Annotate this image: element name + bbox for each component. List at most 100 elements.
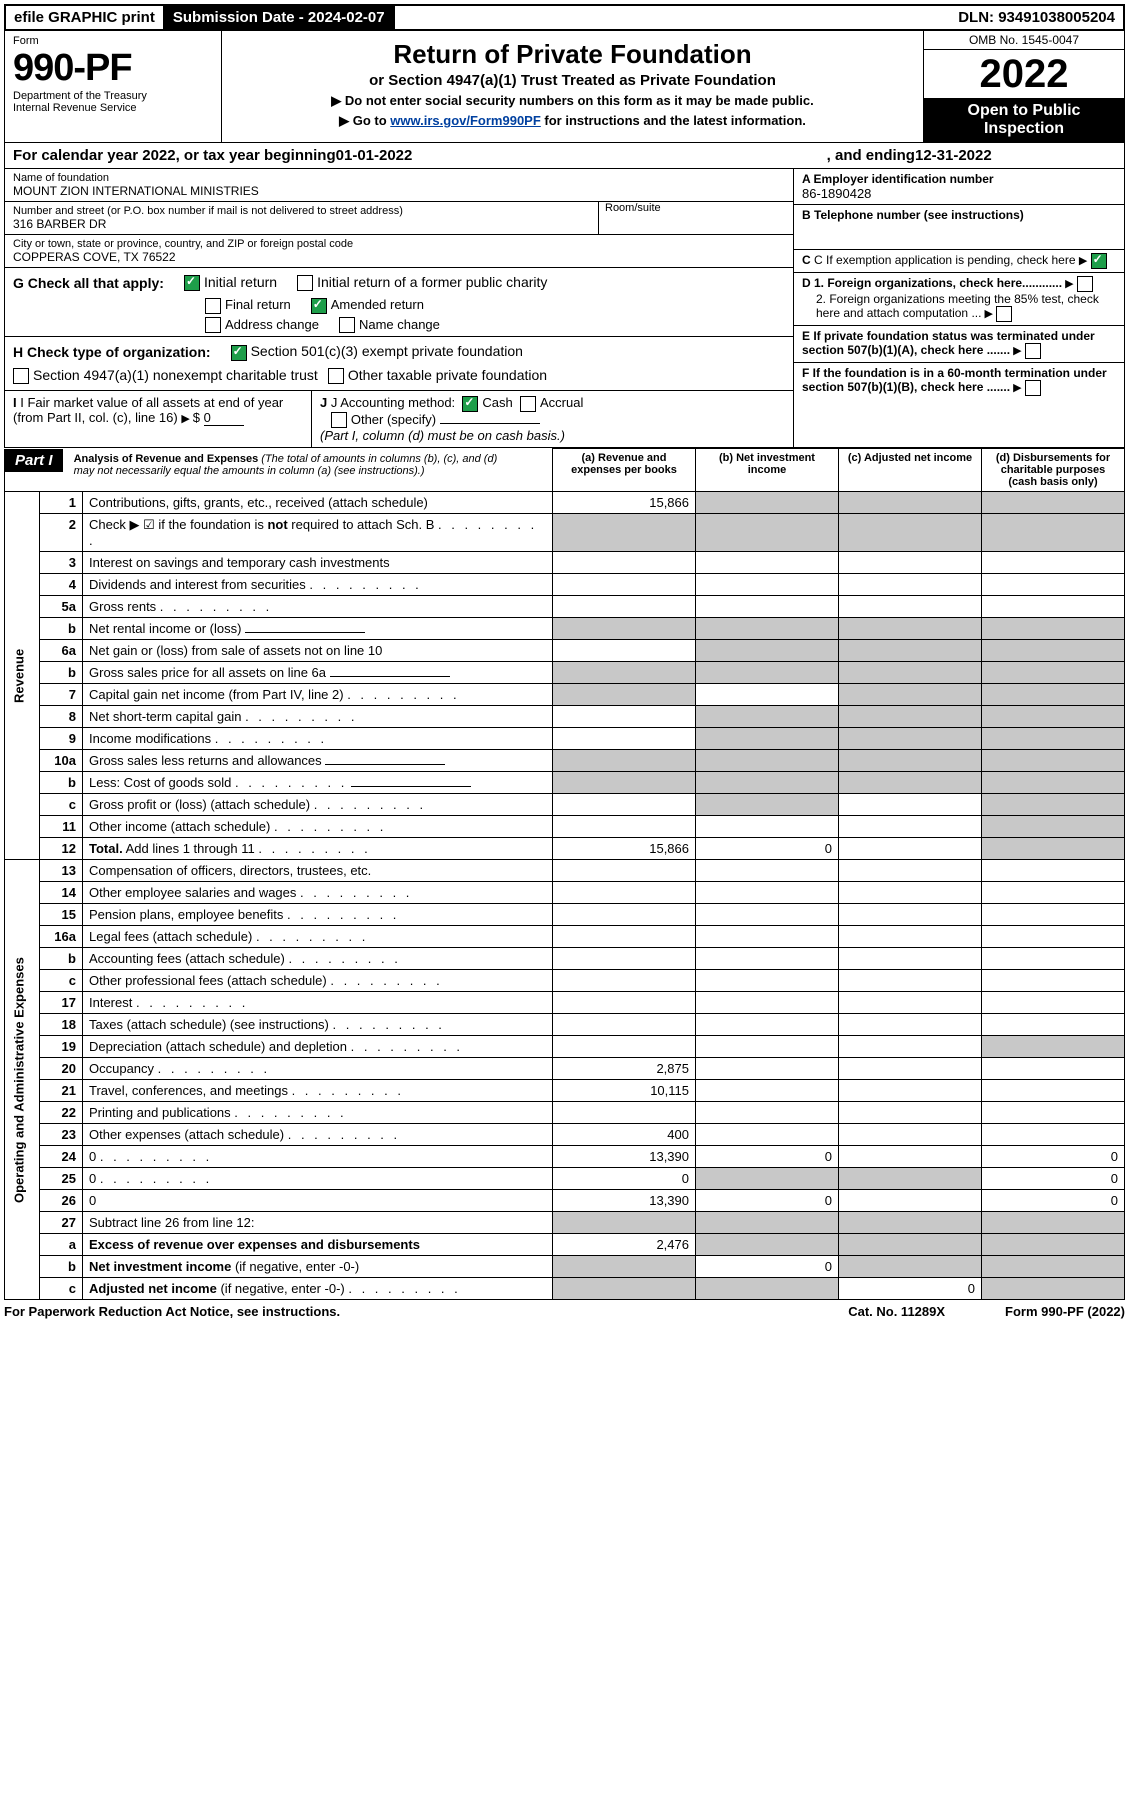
cell-b bbox=[696, 816, 839, 838]
cell-d: 0 bbox=[982, 1146, 1125, 1168]
irs-link[interactable]: www.irs.gov/Form990PF bbox=[390, 113, 541, 128]
line-desc: Adjusted net income (if negative, enter … bbox=[83, 1278, 553, 1300]
cell-c bbox=[839, 728, 982, 750]
tax-year: 2022 bbox=[924, 50, 1124, 98]
cell-c bbox=[839, 618, 982, 640]
cell-b bbox=[696, 1080, 839, 1102]
calyear-begin: 01-01-2022 bbox=[336, 147, 413, 164]
foundation-name: MOUNT ZION INTERNATIONAL MINISTRIES bbox=[13, 184, 785, 198]
e-cell: E If private foundation status was termi… bbox=[794, 326, 1124, 363]
cell-a bbox=[553, 1212, 696, 1234]
line-number: 5a bbox=[40, 596, 83, 618]
chk-final[interactable] bbox=[205, 298, 221, 314]
cell-c bbox=[839, 574, 982, 596]
cell-a: 2,476 bbox=[553, 1234, 696, 1256]
chk-d1[interactable] bbox=[1077, 276, 1093, 292]
line-desc: Interest . . . . . . . . . bbox=[83, 992, 553, 1014]
line-desc: Subtract line 26 from line 12: bbox=[83, 1212, 553, 1234]
cell-d bbox=[982, 860, 1125, 882]
col-b: (b) Net investment income bbox=[696, 449, 839, 492]
line-number: 16a bbox=[40, 926, 83, 948]
line-number: 10a bbox=[40, 750, 83, 772]
line-number: 1 bbox=[40, 492, 83, 514]
g-final: Final return bbox=[225, 297, 291, 312]
chk-cash[interactable] bbox=[462, 396, 478, 412]
cell-c bbox=[839, 514, 982, 552]
cell-b bbox=[696, 728, 839, 750]
cell-c bbox=[839, 1256, 982, 1278]
cell-d bbox=[982, 514, 1125, 552]
cell-a: 10,115 bbox=[553, 1080, 696, 1102]
city-label: City or town, state or province, country… bbox=[13, 238, 785, 250]
cell-c bbox=[839, 794, 982, 816]
table-row: 27Subtract line 26 from line 12: bbox=[5, 1212, 1125, 1234]
line-number: 21 bbox=[40, 1080, 83, 1102]
table-row: 20Occupancy . . . . . . . . .2,875 bbox=[5, 1058, 1125, 1080]
cell-a bbox=[553, 1102, 696, 1124]
cell-b bbox=[696, 552, 839, 574]
form-subtitle: or Section 4947(a)(1) Trust Treated as P… bbox=[232, 72, 913, 89]
cell-d bbox=[982, 750, 1125, 772]
table-row: 2Check ▶ ☑ if the foundation is not requ… bbox=[5, 514, 1125, 552]
addr-cell: Number and street (or P.O. box number if… bbox=[5, 202, 793, 235]
table-row: Operating and Administrative Expenses13C… bbox=[5, 860, 1125, 882]
cell-d bbox=[982, 926, 1125, 948]
cell-b bbox=[696, 514, 839, 552]
chk-accrual[interactable] bbox=[520, 396, 536, 412]
c-label: C If exemption application is pending, c… bbox=[814, 253, 1076, 267]
chk-name-change[interactable] bbox=[339, 317, 355, 333]
line-desc: Other professional fees (attach schedule… bbox=[83, 970, 553, 992]
d-cell: D 1. Foreign organizations, check here..… bbox=[794, 273, 1124, 326]
line-desc: Other employee salaries and wages . . . … bbox=[83, 882, 553, 904]
table-row: 14Other employee salaries and wages . . … bbox=[5, 882, 1125, 904]
line-desc: Legal fees (attach schedule) . . . . . .… bbox=[83, 926, 553, 948]
cell-c bbox=[839, 706, 982, 728]
table-row: 5aGross rents . . . . . . . . . bbox=[5, 596, 1125, 618]
chk-initial[interactable] bbox=[184, 275, 200, 291]
cell-b bbox=[696, 574, 839, 596]
cell-a bbox=[553, 772, 696, 794]
cell-c bbox=[839, 684, 982, 706]
chk-amended[interactable] bbox=[311, 298, 327, 314]
line-desc: Printing and publications . . . . . . . … bbox=[83, 1102, 553, 1124]
d1-label: D 1. Foreign organizations, check here..… bbox=[802, 276, 1062, 290]
revenue-side-label: Revenue bbox=[5, 492, 40, 860]
chk-other-pf[interactable] bbox=[328, 368, 344, 384]
line-desc: Income modifications . . . . . . . . . bbox=[83, 728, 553, 750]
note-link: ▶ Go to www.irs.gov/Form990PF for instru… bbox=[232, 113, 913, 129]
efile-label: efile GRAPHIC print bbox=[6, 6, 165, 29]
cell-c bbox=[839, 1014, 982, 1036]
expenses-side-label: Operating and Administrative Expenses bbox=[5, 860, 40, 1300]
name-cell: Name of foundation MOUNT ZION INTERNATIO… bbox=[5, 169, 793, 202]
cell-d bbox=[982, 552, 1125, 574]
cell-c bbox=[839, 948, 982, 970]
cat-no: Cat. No. 11289X bbox=[848, 1304, 945, 1319]
line-desc: 0 . . . . . . . . . bbox=[83, 1168, 553, 1190]
line-desc: Check ▶ ☑ if the foundation is not requi… bbox=[83, 514, 553, 552]
line-number: 25 bbox=[40, 1168, 83, 1190]
line-desc: Interest on savings and temporary cash i… bbox=[83, 552, 553, 574]
chk-d2[interactable] bbox=[996, 306, 1012, 322]
cell-b bbox=[696, 882, 839, 904]
cell-a bbox=[553, 970, 696, 992]
line-number: 3 bbox=[40, 552, 83, 574]
line-number: c bbox=[40, 970, 83, 992]
cell-c: 0 bbox=[839, 1278, 982, 1300]
chk-addr-change[interactable] bbox=[205, 317, 221, 333]
chk-f[interactable] bbox=[1025, 380, 1041, 396]
chk-e[interactable] bbox=[1025, 343, 1041, 359]
cell-d bbox=[982, 662, 1125, 684]
chk-initial-fpc[interactable] bbox=[297, 275, 313, 291]
ij-row: I I Fair market value of all assets at e… bbox=[5, 391, 793, 447]
cell-d bbox=[982, 882, 1125, 904]
table-row: cAdjusted net income (if negative, enter… bbox=[5, 1278, 1125, 1300]
g-name-change: Name change bbox=[359, 317, 440, 332]
chk-other-method[interactable] bbox=[331, 412, 347, 428]
chk-4947[interactable] bbox=[13, 368, 29, 384]
cell-c bbox=[839, 1212, 982, 1234]
table-row: aExcess of revenue over expenses and dis… bbox=[5, 1234, 1125, 1256]
chk-c[interactable] bbox=[1091, 253, 1107, 269]
pra-notice: For Paperwork Reduction Act Notice, see … bbox=[4, 1304, 340, 1319]
line-desc: Taxes (attach schedule) (see instruction… bbox=[83, 1014, 553, 1036]
chk-501c3[interactable] bbox=[231, 345, 247, 361]
